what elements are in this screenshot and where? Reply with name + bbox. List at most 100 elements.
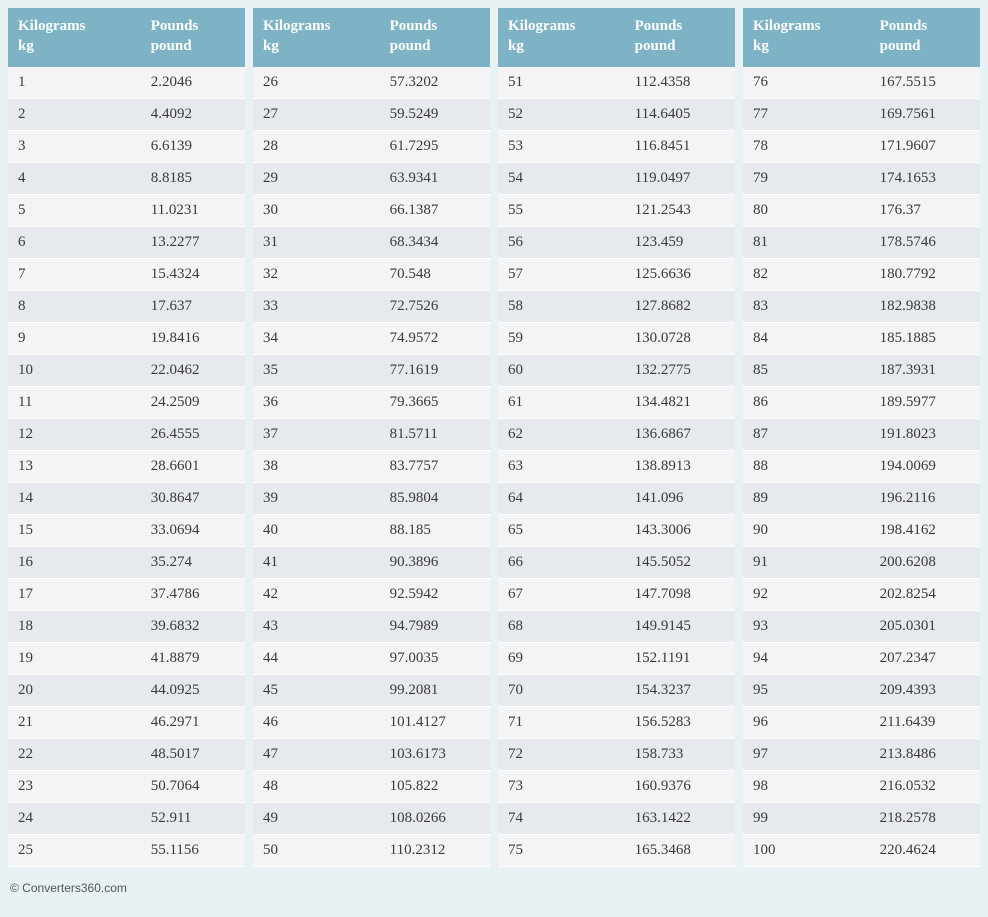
cell-kg: 88 [743, 451, 870, 483]
table-row: 96211.6439 [743, 707, 980, 739]
cell-kg: 12 [8, 419, 141, 451]
cell-kg: 9 [8, 323, 141, 355]
table-row: 84185.1885 [743, 323, 980, 355]
cell-kg: 55 [498, 195, 625, 227]
table-row: 2248.5017 [8, 739, 245, 771]
cell-pound: 6.6139 [141, 131, 245, 163]
cell-pound: 125.6636 [625, 259, 735, 291]
cell-pound: 19.8416 [141, 323, 245, 355]
table-row: 817.637 [8, 291, 245, 323]
column-header-unit: pound [880, 36, 970, 56]
cell-pound: 169.7561 [870, 99, 980, 131]
table-row: 3985.9804 [253, 483, 490, 515]
cell-kg: 71 [498, 707, 625, 739]
cell-kg: 31 [253, 227, 380, 259]
table-row: 511.0231 [8, 195, 245, 227]
column-header-kg: Kilogramskg [8, 8, 141, 67]
cell-pound: 216.0532 [870, 771, 980, 803]
cell-pound: 119.0497 [625, 163, 735, 195]
table-row: 71156.5283 [498, 707, 735, 739]
column-header-label: Kilograms [18, 18, 86, 34]
cell-kg: 14 [8, 483, 141, 515]
cell-pound: 134.4821 [625, 387, 735, 419]
table-row: 92202.8254 [743, 579, 980, 611]
cell-kg: 92 [743, 579, 870, 611]
cell-pound: 74.9572 [380, 323, 490, 355]
cell-pound: 2.2046 [141, 67, 245, 99]
table-row: 3168.3434 [253, 227, 490, 259]
cell-pound: 17.637 [141, 291, 245, 323]
column-header-pound: Poundspound [625, 8, 735, 67]
cell-pound: 112.4358 [625, 67, 735, 99]
cell-pound: 182.9838 [870, 291, 980, 323]
cell-kg: 39 [253, 483, 380, 515]
table-row: 63138.8913 [498, 451, 735, 483]
cell-pound: 101.4127 [380, 707, 490, 739]
cell-pound: 136.6867 [625, 419, 735, 451]
cell-pound: 209.4393 [870, 675, 980, 707]
cell-pound: 59.5249 [380, 99, 490, 131]
cell-pound: 85.9804 [380, 483, 490, 515]
cell-pound: 92.5942 [380, 579, 490, 611]
cell-kg: 15 [8, 515, 141, 547]
cell-kg: 40 [253, 515, 380, 547]
cell-kg: 67 [498, 579, 625, 611]
cell-kg: 20 [8, 675, 141, 707]
cell-kg: 7 [8, 259, 141, 291]
table-row: 3066.1387 [253, 195, 490, 227]
column-header-kg: Kilogramskg [498, 8, 625, 67]
cell-pound: 35.274 [141, 547, 245, 579]
cell-kg: 100 [743, 835, 870, 867]
table-row: 51112.4358 [498, 67, 735, 99]
cell-pound: 39.6832 [141, 611, 245, 643]
cell-pound: 163.1422 [625, 803, 735, 835]
cell-pound: 103.6173 [380, 739, 490, 771]
cell-pound: 132.2775 [625, 355, 735, 387]
table-row: 56123.459 [498, 227, 735, 259]
table-row: 1226.4555 [8, 419, 245, 451]
cell-kg: 83 [743, 291, 870, 323]
cell-kg: 61 [498, 387, 625, 419]
table-row: 99218.2578 [743, 803, 980, 835]
cell-kg: 64 [498, 483, 625, 515]
cell-kg: 86 [743, 387, 870, 419]
table-row: 47103.6173 [253, 739, 490, 771]
cell-pound: 70.548 [380, 259, 490, 291]
cell-pound: 105.822 [380, 771, 490, 803]
cell-kg: 84 [743, 323, 870, 355]
cell-kg: 60 [498, 355, 625, 387]
cell-pound: 79.3665 [380, 387, 490, 419]
table-row: 1430.8647 [8, 483, 245, 515]
cell-kg: 32 [253, 259, 380, 291]
cell-kg: 29 [253, 163, 380, 195]
table-row: 79174.1653 [743, 163, 980, 195]
cell-kg: 42 [253, 579, 380, 611]
cell-kg: 4 [8, 163, 141, 195]
cell-kg: 3 [8, 131, 141, 163]
conversion-table: KilogramskgPoundspound2657.32022759.5249… [253, 8, 490, 867]
table-row: 3577.1619 [253, 355, 490, 387]
cell-kg: 95 [743, 675, 870, 707]
column-header-unit: kg [753, 36, 860, 56]
table-row: 70154.3237 [498, 675, 735, 707]
table-row: 2657.3202 [253, 67, 490, 99]
table-row: 69152.1191 [498, 643, 735, 675]
table-row: 3474.9572 [253, 323, 490, 355]
table-row: 2555.1156 [8, 835, 245, 867]
conversion-tables-container: KilogramskgPoundspound12.204624.409236.6… [8, 8, 980, 867]
cell-kg: 24 [8, 803, 141, 835]
table-row: 94207.2347 [743, 643, 980, 675]
table-row: 83182.9838 [743, 291, 980, 323]
cell-pound: 48.5017 [141, 739, 245, 771]
cell-pound: 13.2277 [141, 227, 245, 259]
cell-kg: 62 [498, 419, 625, 451]
cell-pound: 149.9145 [625, 611, 735, 643]
cell-pound: 200.6208 [870, 547, 980, 579]
cell-kg: 21 [8, 707, 141, 739]
cell-pound: 77.1619 [380, 355, 490, 387]
cell-pound: 141.096 [625, 483, 735, 515]
table-row: 4497.0035 [253, 643, 490, 675]
table-row: 85187.3931 [743, 355, 980, 387]
cell-kg: 75 [498, 835, 625, 867]
cell-pound: 130.0728 [625, 323, 735, 355]
